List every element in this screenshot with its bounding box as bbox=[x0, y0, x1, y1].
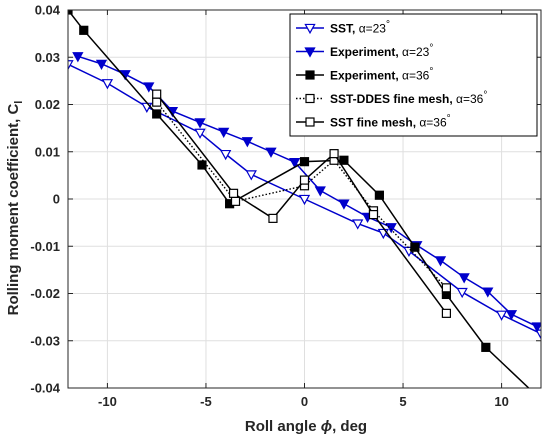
data-point bbox=[95, 59, 108, 70]
legend: SST, α=23° Experiment, α=23° Experiment, α… bbox=[289, 13, 538, 137]
y-tick-label: -0.02 bbox=[30, 286, 60, 301]
data-point bbox=[441, 308, 451, 318]
data-point bbox=[152, 109, 162, 119]
data-point bbox=[230, 196, 241, 206]
data-point bbox=[245, 170, 257, 181]
data-point bbox=[410, 242, 420, 252]
x-axis-label: Roll angle ϕ, deg bbox=[245, 418, 367, 435]
data-point bbox=[377, 228, 389, 240]
axis-ticks: -10 -5 0 5 10 -0.04 -0.03 -0.02 -0.01 0 0.01 0.02 0.… bbox=[30, 3, 541, 409]
series-line bbox=[156, 101, 447, 289]
series-3 bbox=[68, 10, 530, 388]
legend-item: SST fine mesh, α=36° bbox=[296, 114, 451, 130]
data-point bbox=[298, 194, 311, 206]
data-point bbox=[374, 190, 384, 200]
legend-label: SST-DDES fine mesh, α=36° bbox=[330, 90, 487, 106]
data-point bbox=[481, 342, 491, 352]
legend-item: SST, α=23° bbox=[296, 20, 390, 36]
y-axis-label-main: Rolling moment coefficient, C bbox=[5, 104, 22, 316]
data-point bbox=[368, 210, 379, 220]
x-tick-label: 0 bbox=[301, 394, 308, 409]
y-tick-label: 0.03 bbox=[35, 50, 60, 65]
data-point bbox=[338, 199, 350, 210]
legend-marker bbox=[305, 70, 315, 80]
data-point bbox=[329, 149, 339, 159]
data-point bbox=[339, 155, 349, 165]
x-tick-label: 5 bbox=[399, 394, 406, 409]
legend-label: Experiment, α=36° bbox=[330, 67, 433, 83]
data-point bbox=[268, 213, 278, 223]
data-point bbox=[79, 25, 89, 35]
x-axis-label-symbol: ϕ bbox=[321, 418, 332, 435]
data-point bbox=[535, 329, 541, 340]
data-point bbox=[299, 175, 310, 185]
y-tick-label: 0.04 bbox=[35, 3, 61, 18]
data-point bbox=[101, 79, 114, 90]
y-tick-label: 0.02 bbox=[35, 97, 60, 112]
data-point bbox=[194, 118, 206, 129]
data-point bbox=[241, 137, 253, 148]
legend-marker bbox=[305, 93, 315, 104]
data-point bbox=[385, 223, 397, 234]
data-point bbox=[441, 283, 451, 293]
data-point bbox=[289, 157, 301, 169]
legend-box bbox=[289, 13, 538, 137]
x-axis-label-text: Roll angle bbox=[245, 418, 321, 435]
x-tick-label: -5 bbox=[200, 394, 212, 409]
data-point bbox=[352, 219, 364, 230]
data-point bbox=[218, 127, 230, 138]
data-point bbox=[495, 310, 508, 321]
y-axis-label: Rolling moment coefficient, Cl bbox=[5, 101, 25, 316]
legend-item: Experiment, α=23° bbox=[296, 43, 433, 59]
legend-item: SST-DDES fine mesh, α=36° bbox=[296, 90, 487, 106]
legend-item: Experiment, α=36° bbox=[296, 67, 433, 83]
data-point bbox=[228, 188, 239, 198]
y-tick-label: 0.01 bbox=[35, 144, 60, 159]
y-axis-label-subscript: l bbox=[13, 101, 25, 104]
data-point bbox=[152, 89, 162, 99]
data-point bbox=[505, 310, 518, 321]
x-axis-label-unit: , deg bbox=[332, 418, 367, 435]
legend-marker bbox=[305, 117, 315, 127]
series-5 bbox=[152, 89, 451, 318]
series-line bbox=[68, 10, 530, 388]
y-tick-label: -0.01 bbox=[30, 239, 60, 254]
legend-marker bbox=[304, 47, 316, 58]
data-point bbox=[143, 82, 155, 93]
x-tick-label: -10 bbox=[98, 394, 117, 409]
data-point bbox=[152, 97, 162, 107]
data-point bbox=[265, 147, 277, 158]
y-tick-label: -0.03 bbox=[30, 333, 60, 348]
plot-area bbox=[68, 10, 541, 388]
series-1 bbox=[68, 60, 541, 340]
data-point bbox=[314, 186, 326, 197]
data-point bbox=[456, 287, 468, 299]
data-point bbox=[72, 52, 84, 63]
x-tick-label: 10 bbox=[494, 394, 508, 409]
data-point bbox=[531, 322, 541, 333]
legend-marker bbox=[304, 23, 316, 35]
data-point bbox=[197, 160, 207, 170]
legend-label: Experiment, α=23° bbox=[330, 43, 433, 59]
data-point bbox=[194, 128, 206, 139]
y-tick-label: 0 bbox=[53, 192, 60, 207]
data-point bbox=[482, 287, 494, 298]
y-tick-label: -0.04 bbox=[30, 381, 60, 396]
legend-label: SST fine mesh, α=36° bbox=[330, 114, 451, 130]
data-point bbox=[299, 157, 310, 167]
data-point bbox=[220, 149, 232, 161]
data-point bbox=[458, 273, 470, 284]
legend-label: SST, α=23° bbox=[330, 20, 390, 36]
data-point bbox=[434, 256, 447, 267]
